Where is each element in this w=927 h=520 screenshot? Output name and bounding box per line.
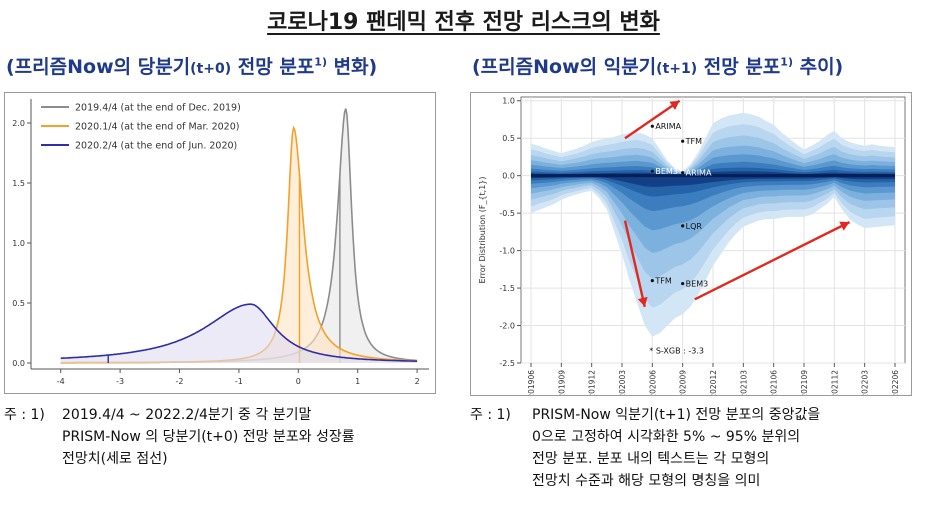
x-tick-label: 201912	[588, 370, 597, 395]
model-point-1	[681, 139, 685, 143]
density-line-2	[60, 303, 418, 362]
trend-arrow-0	[624, 99, 681, 140]
trend-arrow-head-2	[839, 221, 850, 231]
model-point-5	[650, 278, 654, 283]
trend-arrow-1	[623, 220, 646, 308]
right-note-line-1: PRISM-Now 익분기(t+1) 전망 분포의 중앙값을	[532, 407, 821, 423]
left-note-line-1: 2019.4/4 ~ 2022.2/4분기 중 각 분기말	[62, 407, 312, 423]
right-note-line-4: 전망치 수준과 해당 모형의 명칭을 의미	[532, 473, 761, 489]
main-title: 코로나19 팬데믹 전후 전망 리스크의 변화	[267, 10, 660, 35]
density-chart-panel: -4 -3 -2 -1 0 1 2 0.0 0.5 1.0 1.5 2.0 2019.4/4 (at t…	[4, 92, 436, 394]
x-tick-label: -4	[57, 377, 65, 386]
x-tick-label: 202203	[861, 370, 870, 395]
x-tick-label: 202012	[709, 370, 718, 395]
left-note-line-3: 전망치(세로 점선)	[62, 451, 168, 467]
x-tick-label: 0	[296, 377, 301, 386]
model-label-1: TFM	[685, 137, 702, 146]
right-chart-subtitle: (프리즘Now의 익분기(t+1) 전망 분포1) 추이)	[472, 55, 844, 78]
legend-label-2: 2020.2/4 (at the end of Jun. 2020)	[75, 141, 237, 152]
y-tick-label: 0.5	[502, 134, 515, 143]
y-tick-label: -1.5	[499, 284, 515, 293]
model-label-7: * S-XGB : -3.3	[649, 346, 704, 355]
x-tick-label: 202003	[618, 370, 627, 395]
x-tick-label: -3	[116, 377, 124, 386]
model-label-0: ARIMA	[655, 122, 681, 131]
right-note-line-2: 0으로 고정하여 시각화한 5% ~ 95% 분위의	[532, 429, 801, 445]
x-tick-label: 1	[355, 377, 360, 386]
model-label-3: ARIMA	[686, 169, 712, 178]
y-axis-label: Error Distribution (F_{t,1})	[478, 176, 487, 283]
x-tick-label: 201909	[557, 370, 566, 395]
model-point-4	[681, 224, 685, 228]
x-tick-label: 2	[415, 377, 420, 386]
x-tick-label: -2	[176, 377, 184, 386]
density-area-0	[60, 108, 418, 363]
y-tick-label: 0.5	[12, 299, 25, 308]
x-tick-label: 202109	[800, 370, 809, 395]
left-chart-subtitle: (프리즘Now의 당분기(t+0) 전망 분포1) 변화)	[6, 55, 378, 78]
x-tick-label: 202103	[739, 370, 748, 395]
right-note-line-3: 전망 분포. 분포 내의 텍스트는 각 모형의	[532, 451, 770, 467]
y-tick-label: 1.0	[502, 97, 515, 106]
model-point-6	[681, 281, 685, 286]
y-tick-label: 0.0	[12, 359, 25, 368]
trend-arrow-2	[694, 221, 851, 301]
y-tick-label: -1.0	[499, 247, 515, 256]
x-tick-label: 202106	[770, 370, 779, 395]
legend-label-1: 2020.1/4 (at the end of Mar. 2020)	[75, 122, 239, 133]
y-tick-label: -2.5	[499, 359, 515, 368]
model-label-4: LQR	[686, 222, 703, 231]
x-tick-label: 202206	[891, 370, 900, 395]
model-label-6: BEM3	[686, 280, 709, 289]
right-note-label: 주 : 1)	[470, 407, 511, 423]
y-tick-label: 1.0	[12, 239, 25, 248]
y-tick-label: 0.0	[502, 172, 515, 181]
trend-arrow-head-1	[637, 296, 648, 307]
y-tick-label: -2.0	[499, 322, 515, 331]
x-tick-label: 202009	[679, 370, 688, 395]
y-tick-label: -0.5	[499, 209, 515, 218]
model-label-2: BEM3	[655, 167, 678, 176]
x-tick-label: 201906	[527, 370, 536, 395]
density-area-2	[60, 304, 418, 363]
fan-chart-panel: 1.0 0.5 0.0 -0.5 -1.0 -1.5 -2.0 -2.5 Error Distr…	[470, 92, 912, 399]
model-point-3	[681, 171, 685, 175]
x-tick-label: 202006	[648, 370, 657, 395]
x-tick-label: 202112	[830, 370, 839, 395]
left-note-line-2: PRISM-Now 의 당분기(t+0) 전망 분포와 성장률	[62, 429, 355, 445]
legend-label-0: 2019.4/4 (at the end of Dec. 2019)	[75, 103, 241, 114]
model-point-2	[650, 169, 654, 173]
left-note-label: 주 : 1)	[4, 407, 45, 423]
trend-arrow-head-0	[669, 100, 680, 110]
y-tick-label: 2.0	[12, 119, 25, 128]
x-tick-label: -1	[235, 377, 243, 386]
model-point-0	[650, 124, 654, 128]
model-label-5: TFM	[654, 277, 671, 286]
density-chart: -4 -3 -2 -1 0 1 2 0.0 0.5 1.0 1.5 2.0 2019.4/4 (at t…	[12, 99, 429, 386]
fan-chart: 1.0 0.5 0.0 -0.5 -1.0 -1.5 -2.0 -2.5 Error Distr…	[478, 96, 906, 399]
y-tick-label: 1.5	[12, 179, 25, 188]
